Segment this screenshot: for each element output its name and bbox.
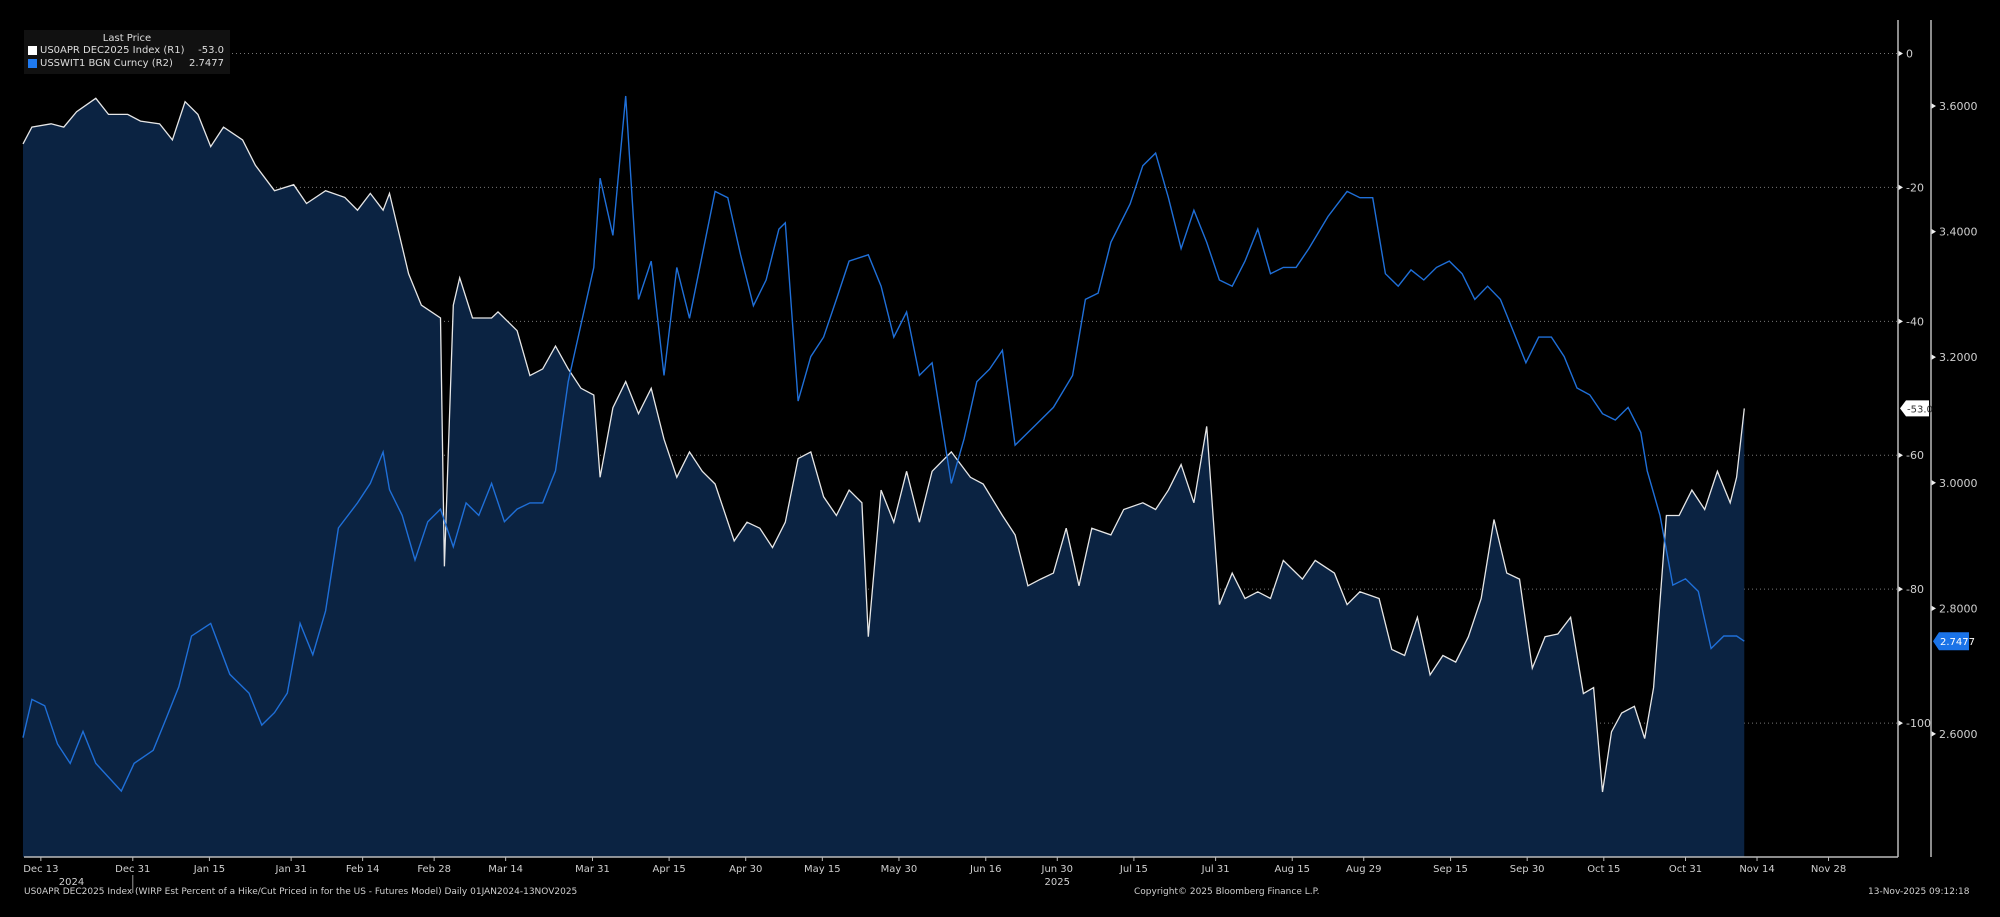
r1-tick-label: -40 <box>1906 315 1924 328</box>
legend-item-r2[interactable]: USSWIT1 BGN Curncy (R2) 2.7477 <box>24 57 230 70</box>
x-tick-label: Jul 15 <box>1119 864 1148 875</box>
r2-tick-label: 3.0000 <box>1939 477 1978 490</box>
r2-tick-label: 2.6000 <box>1939 728 1978 741</box>
r2-tick-marker <box>1931 605 1936 612</box>
x-tick-label: Nov 28 <box>1811 864 1846 875</box>
x-tick-label: May 30 <box>881 864 918 875</box>
legend-series-last: -53.0 <box>198 45 224 56</box>
r1-tick-label: -60 <box>1906 449 1924 462</box>
r2-series-line <box>22 95 1745 793</box>
series-area <box>22 98 1745 858</box>
r2-tick-label: 3.4000 <box>1939 226 1978 239</box>
legend: Last Price US0APR DEC2025 Index (R1) -53… <box>24 30 230 74</box>
r2-tick-marker <box>1931 228 1936 235</box>
r2-tick-marker <box>1931 479 1936 486</box>
r2-tick-marker <box>1931 103 1936 110</box>
axes: 0 -20 -40 -60 -80 -100 3.6000 3.4000 3.2000 3.000… <box>23 20 1978 893</box>
legend-series-name: USSWIT1 BGN Curncy (R2) <box>40 58 173 69</box>
year-label: 2024 <box>59 877 84 888</box>
r2-tick-marker <box>1931 354 1936 361</box>
x-tick-label: Mar 31 <box>575 864 610 875</box>
r1-tick-marker <box>1898 318 1903 325</box>
r1-tick-label: -80 <box>1906 583 1924 596</box>
legend-series-last: 2.7477 <box>189 58 224 69</box>
r1-tick-marker <box>1898 720 1903 727</box>
x-tick-label: Dec 13 <box>23 864 58 875</box>
legend-swatch-blue <box>28 59 37 68</box>
x-tick-label: Feb 28 <box>417 864 451 875</box>
x-tick-label: Jul 31 <box>1201 864 1230 875</box>
x-tick-label: Nov 14 <box>1739 864 1774 875</box>
timestamp: 13-Nov-2025 09:12:18 <box>1868 887 1970 897</box>
r2-tick-label: 2.8000 <box>1939 602 1978 615</box>
r1-tick-marker <box>1898 452 1903 459</box>
r1-last-value-tag <box>1900 400 1929 417</box>
r1-tick-label: 0 <box>1906 47 1913 60</box>
x-tick-label: Sep 30 <box>1510 864 1545 875</box>
r1-series-line <box>22 97 1745 793</box>
x-tick-label: Sep 15 <box>1433 864 1468 875</box>
r2-last-value-tag <box>1933 632 1969 651</box>
x-tick-label: Apr 30 <box>729 864 762 875</box>
r1-tick-marker <box>1898 184 1903 191</box>
r1-last-value: -53.0 <box>1907 404 1933 415</box>
x-tick-label: Mar 14 <box>488 864 523 875</box>
x-tick-label: Jun 30 <box>1041 864 1074 875</box>
x-tick-label: Dec 31 <box>115 864 150 875</box>
legend-title: Last Price <box>102 33 152 44</box>
x-tick-label: Jan 31 <box>274 864 306 875</box>
x-tick-label: May 15 <box>804 864 841 875</box>
x-tick-label: Apr 15 <box>652 864 685 875</box>
r2-tick-label: 3.6000 <box>1939 100 1978 113</box>
year-label: 2025 <box>1045 877 1070 888</box>
legend-item-r1[interactable]: US0APR DEC2025 Index (R1) -53.0 <box>24 44 230 57</box>
r1-tick-marker <box>1898 50 1903 57</box>
r1-tick-marker <box>1898 586 1903 593</box>
copyright: Copyright© 2025 Bloomberg Finance L.P. <box>1134 887 1320 897</box>
r1-tick-label: -20 <box>1906 181 1924 194</box>
x-tick-label: Feb 14 <box>346 864 380 875</box>
x-tick-label: Oct 31 <box>1669 864 1702 875</box>
x-tick-label: Aug 15 <box>1275 864 1310 875</box>
legend-swatch-white <box>28 46 37 55</box>
x-tick-label: Aug 29 <box>1346 864 1381 875</box>
r2-tick-marker <box>1931 730 1936 737</box>
r1-area-fill <box>22 98 1745 858</box>
x-tick-label: Oct 15 <box>1587 864 1620 875</box>
chart-description: US0APR DEC2025 Index (WIRP Est Percent o… <box>24 887 578 897</box>
x-tick-label: Jan 15 <box>193 864 225 875</box>
legend-series-name: US0APR DEC2025 Index (R1) <box>40 45 185 56</box>
r2-last-value: 2.7477 <box>1940 637 1975 648</box>
r2-tick-label: 3.2000 <box>1939 351 1978 364</box>
series-lines <box>22 95 1745 793</box>
r1-tick-label: -100 <box>1906 717 1931 730</box>
x-tick-label: Jun 16 <box>969 864 1002 875</box>
